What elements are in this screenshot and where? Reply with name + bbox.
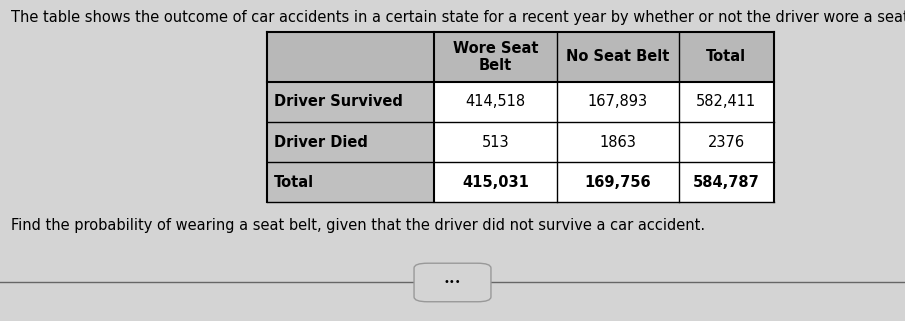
Bar	[267, 82, 434, 122]
Bar	[267, 162, 434, 202]
Text: 1863: 1863	[599, 134, 636, 150]
Bar	[267, 32, 774, 202]
Text: 415,031: 415,031	[462, 175, 529, 190]
Text: Total: Total	[274, 175, 314, 190]
Text: 584,787: 584,787	[693, 175, 759, 190]
Text: Driver Survived: Driver Survived	[274, 94, 403, 109]
Text: Total: Total	[706, 49, 747, 65]
FancyBboxPatch shape	[414, 263, 491, 302]
Bar	[267, 32, 434, 82]
Text: No Seat Belt: No Seat Belt	[566, 49, 670, 65]
Text: Find the probability of wearing a seat belt, given that the driver did not survi: Find the probability of wearing a seat b…	[11, 218, 705, 233]
Text: Wore Seat
Belt: Wore Seat Belt	[452, 41, 538, 73]
Text: 2376: 2376	[708, 134, 745, 150]
Text: 582,411: 582,411	[696, 94, 757, 109]
Text: 414,518: 414,518	[465, 94, 526, 109]
Text: Driver Died: Driver Died	[274, 134, 368, 150]
Bar	[434, 32, 557, 82]
Bar	[267, 122, 434, 162]
Text: 169,756: 169,756	[585, 175, 651, 190]
Text: 167,893: 167,893	[587, 94, 648, 109]
Text: •••: •••	[443, 277, 462, 288]
Text: 513: 513	[481, 134, 510, 150]
Bar	[679, 32, 774, 82]
Bar	[557, 32, 679, 82]
Text: The table shows the outcome of car accidents in a certain state for a recent yea: The table shows the outcome of car accid…	[11, 10, 905, 25]
